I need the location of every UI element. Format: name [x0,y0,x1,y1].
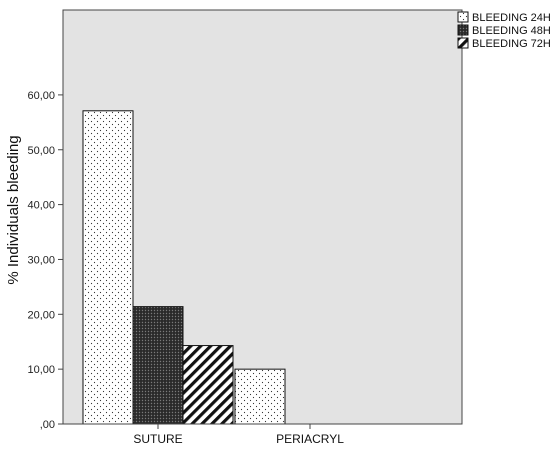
legend-swatch [457,11,469,23]
bar [82,110,134,425]
bars [82,110,286,425]
y-tick-label: 30,00 [27,254,55,266]
legend-label: BLEEDING 72H [472,38,550,50]
bar [182,345,234,425]
y-axis-title: % Individuals bleeding [5,135,22,284]
legend-swatch [457,37,469,49]
x-category-label: SUTURE [133,432,182,446]
y-tick-label: 40,00 [27,200,55,212]
bar [234,368,286,425]
y-axis-ticks: ,00 10,00 20,00 30,00 40,00 50,00 60,00 [27,90,63,431]
y-tick-label: 60,00 [27,90,55,102]
legend-swatch [457,24,469,36]
y-tick-label: 50,00 [27,145,55,157]
y-tick-label: 10,00 [27,364,55,376]
legend-label: BLEEDING 24H [472,12,550,24]
x-category-label: PERIACRYL [276,432,344,446]
x-axis-labels: SUTURE PERIACRYL [133,424,344,446]
bar [132,306,184,425]
plot-frame [62,9,463,425]
y-tick-label: ,00 [40,419,55,431]
y-tick-label: 20,00 [27,309,55,321]
legend-label: BLEEDING 48H [472,25,550,37]
